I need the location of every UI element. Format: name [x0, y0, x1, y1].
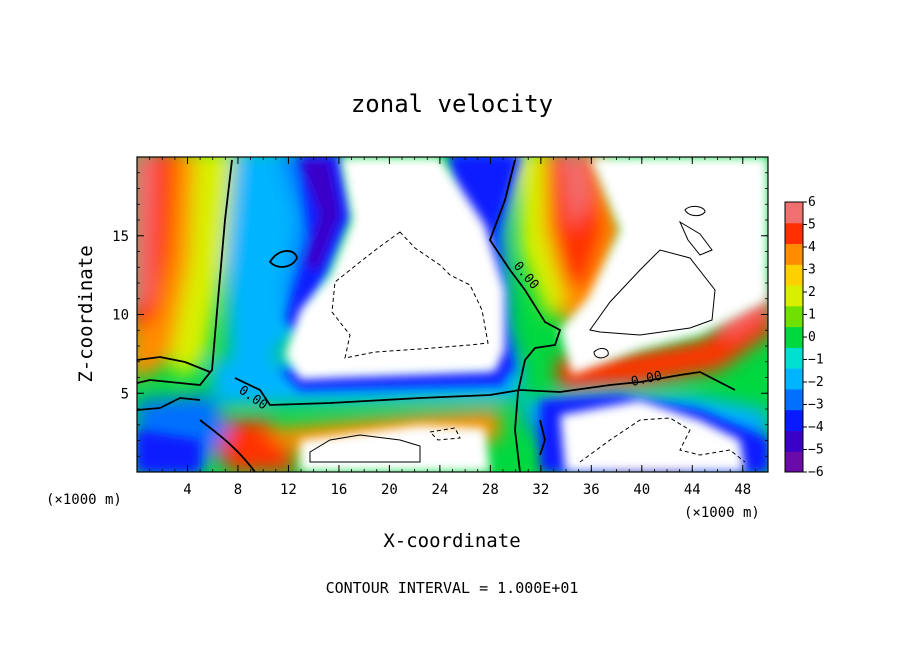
x-tick-label: 16 — [330, 482, 347, 498]
x-axis-title: X-coordinate — [383, 530, 520, 552]
x-tick-label: 12 — [280, 482, 297, 498]
heatmap-field: 0.00 0.00 0.00 — [137, 157, 768, 472]
colorbar-tick-label: −5 — [808, 443, 824, 458]
contour-interval-note: CONTOUR INTERVAL = 1.000E+01 — [326, 579, 579, 597]
colorbar-tick-label: 1 — [808, 308, 816, 323]
colorbar-swatch — [785, 409, 803, 431]
colorbar: 6 5 4 3 2 1 0 −1 −2 −3 −4 −5 −6 — [785, 195, 824, 480]
colorbar-swatch — [785, 285, 803, 307]
colorbar-tick-label: −2 — [808, 375, 824, 390]
colorbar-tick-label: −6 — [808, 465, 824, 480]
x-unit-label-right: (×1000 m) — [684, 505, 760, 521]
x-tick-label: 40 — [633, 482, 650, 498]
colorbar-tick-label: 3 — [808, 263, 816, 278]
colorbar-frame — [784, 201, 804, 473]
colorbar-swatch — [785, 347, 803, 369]
y-tick-label: 15 — [112, 229, 129, 245]
x-axis: 4 8 12 16 20 24 28 32 36 40 44 48 — [149, 157, 756, 498]
colorbar-swatch — [785, 368, 803, 390]
colorbar-tick-label: 0 — [808, 330, 816, 345]
y-tick-label: 5 — [121, 386, 129, 402]
colorbar-tick-label: 5 — [808, 218, 816, 233]
colorbar-tick-label: −1 — [808, 353, 824, 368]
colorbar-tick-label: 4 — [808, 240, 816, 255]
y-axis-title: Z-coordinate — [75, 245, 97, 382]
colorbar-swatch — [785, 222, 803, 245]
colorbar-swatch — [785, 388, 803, 411]
colorbar-swatch — [785, 305, 803, 328]
colorbar-tick-label: 6 — [808, 195, 816, 210]
x-tick-label: 28 — [482, 482, 499, 498]
x-tick-label: 32 — [532, 482, 549, 498]
chart-title: zonal velocity — [351, 90, 553, 118]
x-tick-label: 4 — [183, 482, 191, 498]
colorbar-swatch — [785, 243, 803, 265]
x-tick-label: 20 — [381, 482, 398, 498]
x-tick-label: 24 — [431, 482, 448, 498]
x-tick-label: 44 — [684, 482, 701, 498]
colorbar-tick-label: 2 — [808, 285, 816, 300]
colorbar-swatch — [785, 430, 803, 452]
colorbar-swatch — [785, 264, 803, 286]
x-tick-label: 36 — [583, 482, 600, 498]
colorbar-swatch — [785, 202, 803, 224]
colorbar-tick-label: −4 — [808, 420, 824, 435]
y-tick-label: 10 — [112, 308, 129, 324]
colorbar-tick-label: −3 — [808, 398, 824, 413]
colorbar-swatch — [785, 326, 803, 348]
x-tick-label: 8 — [234, 482, 242, 498]
colorbar-swatch — [785, 451, 803, 473]
y-axis: 5 10 15 — [112, 172, 768, 457]
x-tick-label: 48 — [734, 482, 751, 498]
contour-label: 0.00 — [630, 369, 664, 390]
x-unit-label-left: (×1000 m) — [46, 492, 122, 508]
